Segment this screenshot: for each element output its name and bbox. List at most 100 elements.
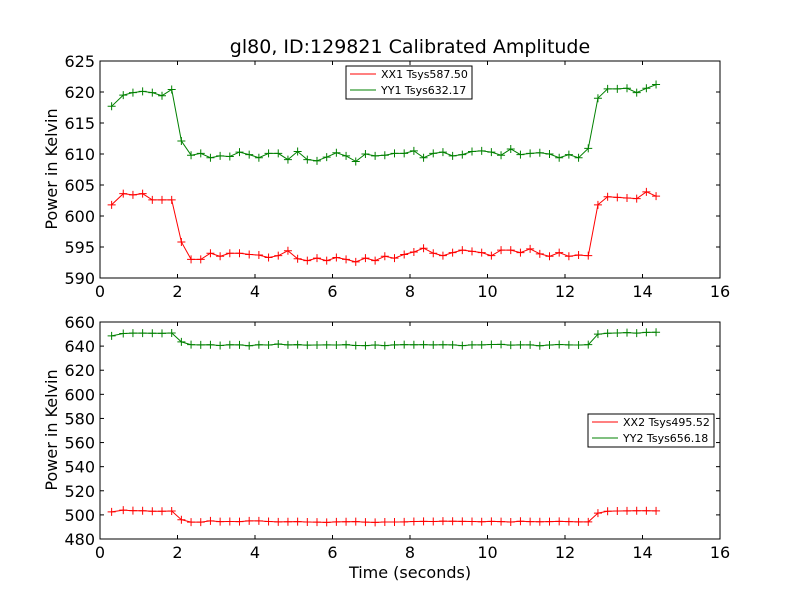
x-tick-label-1-6: 12 (555, 543, 575, 562)
top-y-axis-label: Power in Kelvin (42, 108, 61, 229)
data-point-0-1-31 (409, 146, 418, 155)
data-point-1-0-53 (623, 506, 631, 515)
data-point-0-1-24 (342, 151, 351, 160)
x-axis-label: Time (seconds) (348, 563, 471, 582)
x-tick-label-1-5: 10 (477, 543, 497, 562)
data-point-1-0-47 (564, 517, 573, 526)
y-tick-label-1-2: 520 (64, 482, 95, 501)
data-point-0-0-20 (303, 256, 312, 265)
data-point-1-0-2 (128, 506, 137, 515)
data-point-1-0-8 (187, 518, 196, 527)
y-tick-label-1-8: 640 (64, 337, 95, 356)
data-point-1-1-19 (293, 340, 302, 349)
data-point-0-1-36 (458, 150, 467, 159)
data-point-0-0-17 (274, 251, 283, 260)
data-point-1-1-32 (419, 340, 428, 349)
data-point-1-1-28 (380, 341, 389, 350)
data-point-0-1-50 (593, 94, 602, 103)
y-tick-label-1-5: 580 (64, 409, 95, 428)
y-tick-label-0-2: 600 (64, 207, 95, 226)
data-point-1-0-17 (274, 517, 283, 526)
data-point-1-0-21 (313, 518, 321, 527)
data-point-1-0-40 (497, 517, 506, 526)
data-point-0-1-30 (400, 149, 409, 158)
data-point-1-0-39 (487, 517, 496, 526)
data-point-1-1-27 (371, 341, 380, 350)
data-point-0-1-15 (254, 153, 263, 162)
bottom-y-axis-label: Power in Kelvin (42, 369, 61, 490)
data-point-0-0-21 (313, 254, 321, 263)
chart-title: gl80, ID:129821 Calibrated Amplitude (230, 36, 590, 58)
data-point-1-1-9 (196, 340, 205, 349)
data-point-0-0-35 (448, 248, 457, 257)
bottom-chart: Time (seconds) Power in Kelvin 0 2 4 6 8 10 12… (42, 313, 730, 582)
data-point-1-0-19 (293, 517, 302, 526)
data-point-0-0-41 (506, 246, 515, 255)
data-point-0-1-55 (642, 84, 651, 93)
data-point-1-0-11 (216, 517, 225, 526)
data-point-1-1-56 (652, 328, 661, 337)
data-point-1-0-50 (593, 509, 602, 518)
data-point-0-1-1 (119, 91, 128, 100)
data-point-0-1-38 (477, 146, 486, 155)
data-point-1-1-51 (603, 329, 612, 338)
data-point-0-0-3 (138, 189, 147, 198)
data-point-1-0-51 (603, 507, 612, 516)
data-point-1-1-8 (187, 340, 196, 349)
data-point-0-0-18 (283, 246, 292, 255)
data-point-0-1-42 (516, 150, 525, 159)
x-tick-label-1-3: 6 (327, 543, 337, 562)
data-point-1-1-50 (593, 330, 602, 339)
data-point-0-0-9 (196, 255, 205, 264)
data-point-1-0-20 (303, 518, 312, 527)
y-tick-label-1-3: 540 (64, 458, 95, 477)
data-point-0-0-26 (361, 254, 370, 263)
data-point-0-0-25 (351, 257, 360, 266)
data-point-0-1-25 (351, 157, 360, 166)
data-point-0-1-35 (448, 151, 457, 160)
top-legend: XX1 Tsys587.50 YY1 Tsys632.17 (345, 65, 473, 100)
data-point-0-1-19 (293, 147, 302, 156)
bottom-legend-box (587, 413, 715, 448)
data-point-1-1-10 (206, 340, 215, 349)
y-tick-label-0-3: 605 (64, 176, 95, 195)
data-point-1-0-14 (245, 516, 254, 525)
x-tick-label-0-0: 0 (95, 282, 105, 301)
data-point-0-0-49 (584, 251, 593, 260)
data-point-1-0-9 (196, 518, 205, 527)
data-point-0-0-15 (254, 251, 263, 260)
data-point-1-1-33 (429, 340, 438, 349)
data-point-0-1-39 (487, 148, 496, 157)
data-point-1-1-45 (545, 341, 554, 350)
data-point-1-1-4 (148, 329, 157, 338)
data-point-1-1-35 (448, 340, 457, 349)
data-point-0-0-36 (458, 246, 467, 255)
top-plot-area: 0 2 4 6 8 10 12 14 16 590 595 600 605 610 615 620 625 (64, 52, 730, 301)
data-point-1-1-30 (400, 340, 409, 349)
data-point-0-0-40 (497, 246, 506, 255)
data-point-1-1-31 (409, 340, 418, 349)
y-tick-label-0-6: 620 (64, 83, 95, 102)
data-point-1-0-16 (264, 517, 273, 526)
data-point-0-1-17 (274, 149, 283, 158)
data-point-0-1-33 (429, 149, 438, 158)
data-point-1-1-38 (477, 340, 486, 349)
data-point-1-1-0 (107, 331, 116, 340)
data-point-1-1-1 (119, 329, 128, 338)
data-point-0-1-6 (167, 85, 176, 94)
data-point-1-1-17 (274, 340, 283, 349)
data-point-1-0-36 (458, 517, 467, 526)
x-tick-label-0-5: 10 (477, 282, 497, 301)
data-point-1-0-7 (177, 515, 186, 524)
data-point-0-1-7 (177, 136, 186, 145)
data-point-0-1-14 (245, 150, 254, 159)
data-point-1-0-29 (390, 518, 399, 527)
x-tick-label-1-8: 16 (710, 543, 730, 562)
data-point-0-1-8 (187, 151, 196, 160)
data-point-1-0-24 (342, 517, 351, 526)
data-point-1-0-56 (652, 506, 661, 515)
data-point-1-1-55 (642, 328, 651, 337)
data-point-1-1-7 (177, 337, 186, 346)
data-point-1-0-45 (545, 517, 554, 526)
data-point-0-0-0 (107, 200, 116, 209)
